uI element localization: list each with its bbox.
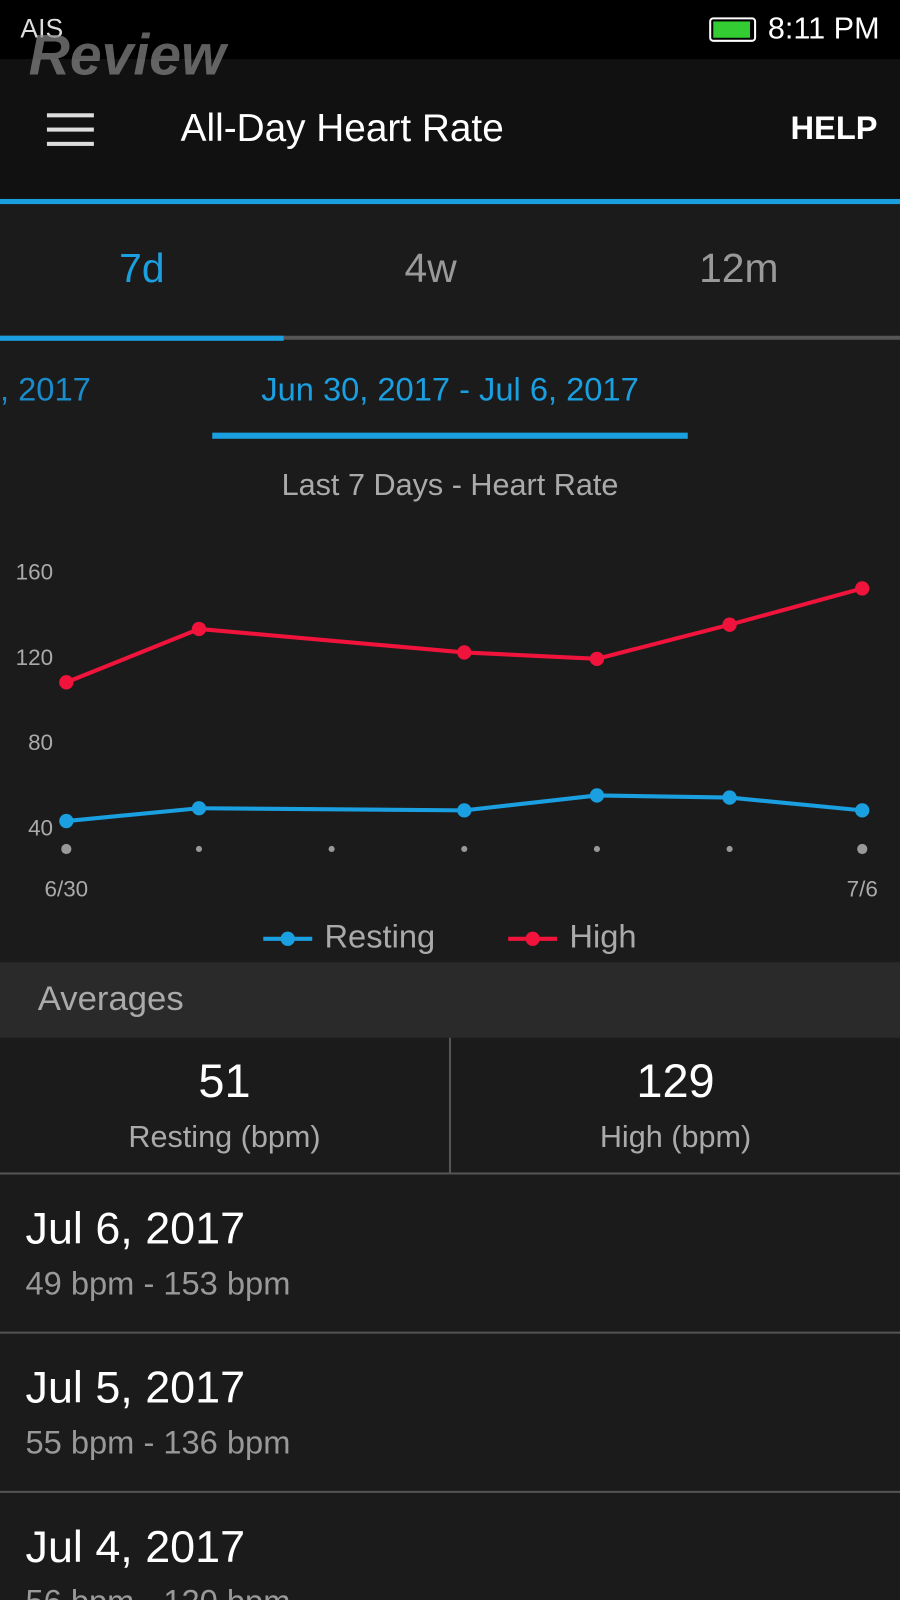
data-point — [722, 617, 737, 632]
legend-item: High — [508, 917, 637, 954]
app-bar — [0, 59, 900, 201]
x-tick-label: 6/30 — [44, 877, 88, 902]
series-segment — [464, 793, 598, 813]
clock: 8:11 PM — [768, 12, 880, 46]
y-tick-label: 160 — [16, 559, 53, 584]
series-segment — [65, 627, 200, 685]
data-point — [589, 788, 605, 803]
app-title: All-Day Heart Rate — [181, 107, 504, 150]
x-tick-dot — [195, 845, 203, 853]
series-segment — [596, 793, 730, 800]
averages-title: Averages — [38, 980, 184, 1018]
menu-bar — [46, 113, 94, 118]
y-tick-label: 80 — [28, 730, 53, 755]
tab-indicator — [0, 335, 284, 341]
day-date: Jul 6, 2017 — [26, 1202, 246, 1253]
date-range[interactable]: Jun 30, 2017 - Jul 6, 2017 — [261, 370, 638, 407]
tab[interactable]: 7d — [119, 245, 164, 291]
x-tick-dot — [726, 845, 733, 853]
series-segment — [464, 650, 598, 661]
legend-item: Resting — [263, 917, 435, 954]
data-point — [589, 651, 605, 666]
day-range: 56 bpm - 120 bpm — [26, 1583, 291, 1600]
x-tick-label: 7/6 — [847, 877, 878, 902]
legend-label: Resting — [324, 917, 435, 954]
day-date: Jul 5, 2017 — [26, 1362, 246, 1413]
data-point — [722, 790, 737, 805]
watermark: Review — [29, 23, 229, 87]
menu-button[interactable] — [46, 113, 94, 146]
x-tick-dot — [328, 845, 335, 853]
average-label: Resting (bpm) — [128, 1120, 320, 1154]
data-point — [855, 803, 870, 818]
data-point — [191, 801, 207, 816]
date-range[interactable]: , 2017 — [0, 370, 91, 407]
menu-bar — [46, 127, 94, 132]
series-segment — [66, 806, 200, 824]
day-date: Jul 4, 2017 — [26, 1521, 246, 1572]
legend-dot — [525, 931, 540, 946]
data-point — [59, 675, 74, 690]
x-tick-dot — [857, 843, 868, 855]
x-tick-dot — [593, 845, 600, 853]
chart-title: Last 7 Days - Heart Rate — [282, 468, 619, 502]
help-button[interactable]: HELP — [790, 109, 877, 146]
average-label: High (bpm) — [600, 1120, 751, 1154]
average-value: 51 — [198, 1055, 250, 1107]
tab-track — [0, 335, 900, 340]
carrier: AIS — [20, 14, 63, 44]
y-tick-label: 40 — [28, 816, 53, 841]
app-bar-divider — [0, 198, 900, 205]
day-row[interactable]: Jul 4, 2017 56 bpm - 120 bpm — [26, 1521, 291, 1600]
menu-bar — [46, 141, 94, 146]
series-segment — [198, 806, 465, 813]
x-tick-dot — [461, 845, 468, 853]
data-point — [457, 803, 472, 818]
tab[interactable]: 4w — [405, 245, 458, 291]
battery-level — [713, 21, 750, 38]
data-point — [191, 621, 207, 637]
battery — [709, 17, 757, 42]
day-row[interactable]: Jul 5, 2017 55 bpm - 136 bpm — [26, 1362, 291, 1461]
data-point — [457, 645, 472, 660]
legend-dot — [280, 931, 295, 946]
y-tick-label: 120 — [16, 645, 53, 670]
day-list: Jul 6, 2017 49 bpm - 153 bpm Jul 5, 2017 55… — [0, 1202, 900, 1600]
tab[interactable]: 12m — [699, 245, 778, 291]
date-range-indicator — [212, 432, 688, 439]
day-range: 55 bpm - 136 bpm — [26, 1424, 291, 1461]
day-range: 49 bpm - 153 bpm — [26, 1264, 291, 1301]
series-segment — [729, 586, 863, 627]
day-row[interactable]: Jul 6, 2017 49 bpm - 153 bpm — [26, 1202, 291, 1301]
x-tick-dot — [61, 843, 72, 855]
series-segment — [729, 795, 863, 813]
data-point — [59, 813, 74, 829]
average-value: 129 — [636, 1055, 714, 1107]
series-segment — [198, 626, 465, 655]
legend-label: High — [569, 917, 636, 954]
averages-header — [0, 962, 900, 1038]
series-segment — [596, 622, 731, 661]
data-point — [855, 581, 870, 596]
